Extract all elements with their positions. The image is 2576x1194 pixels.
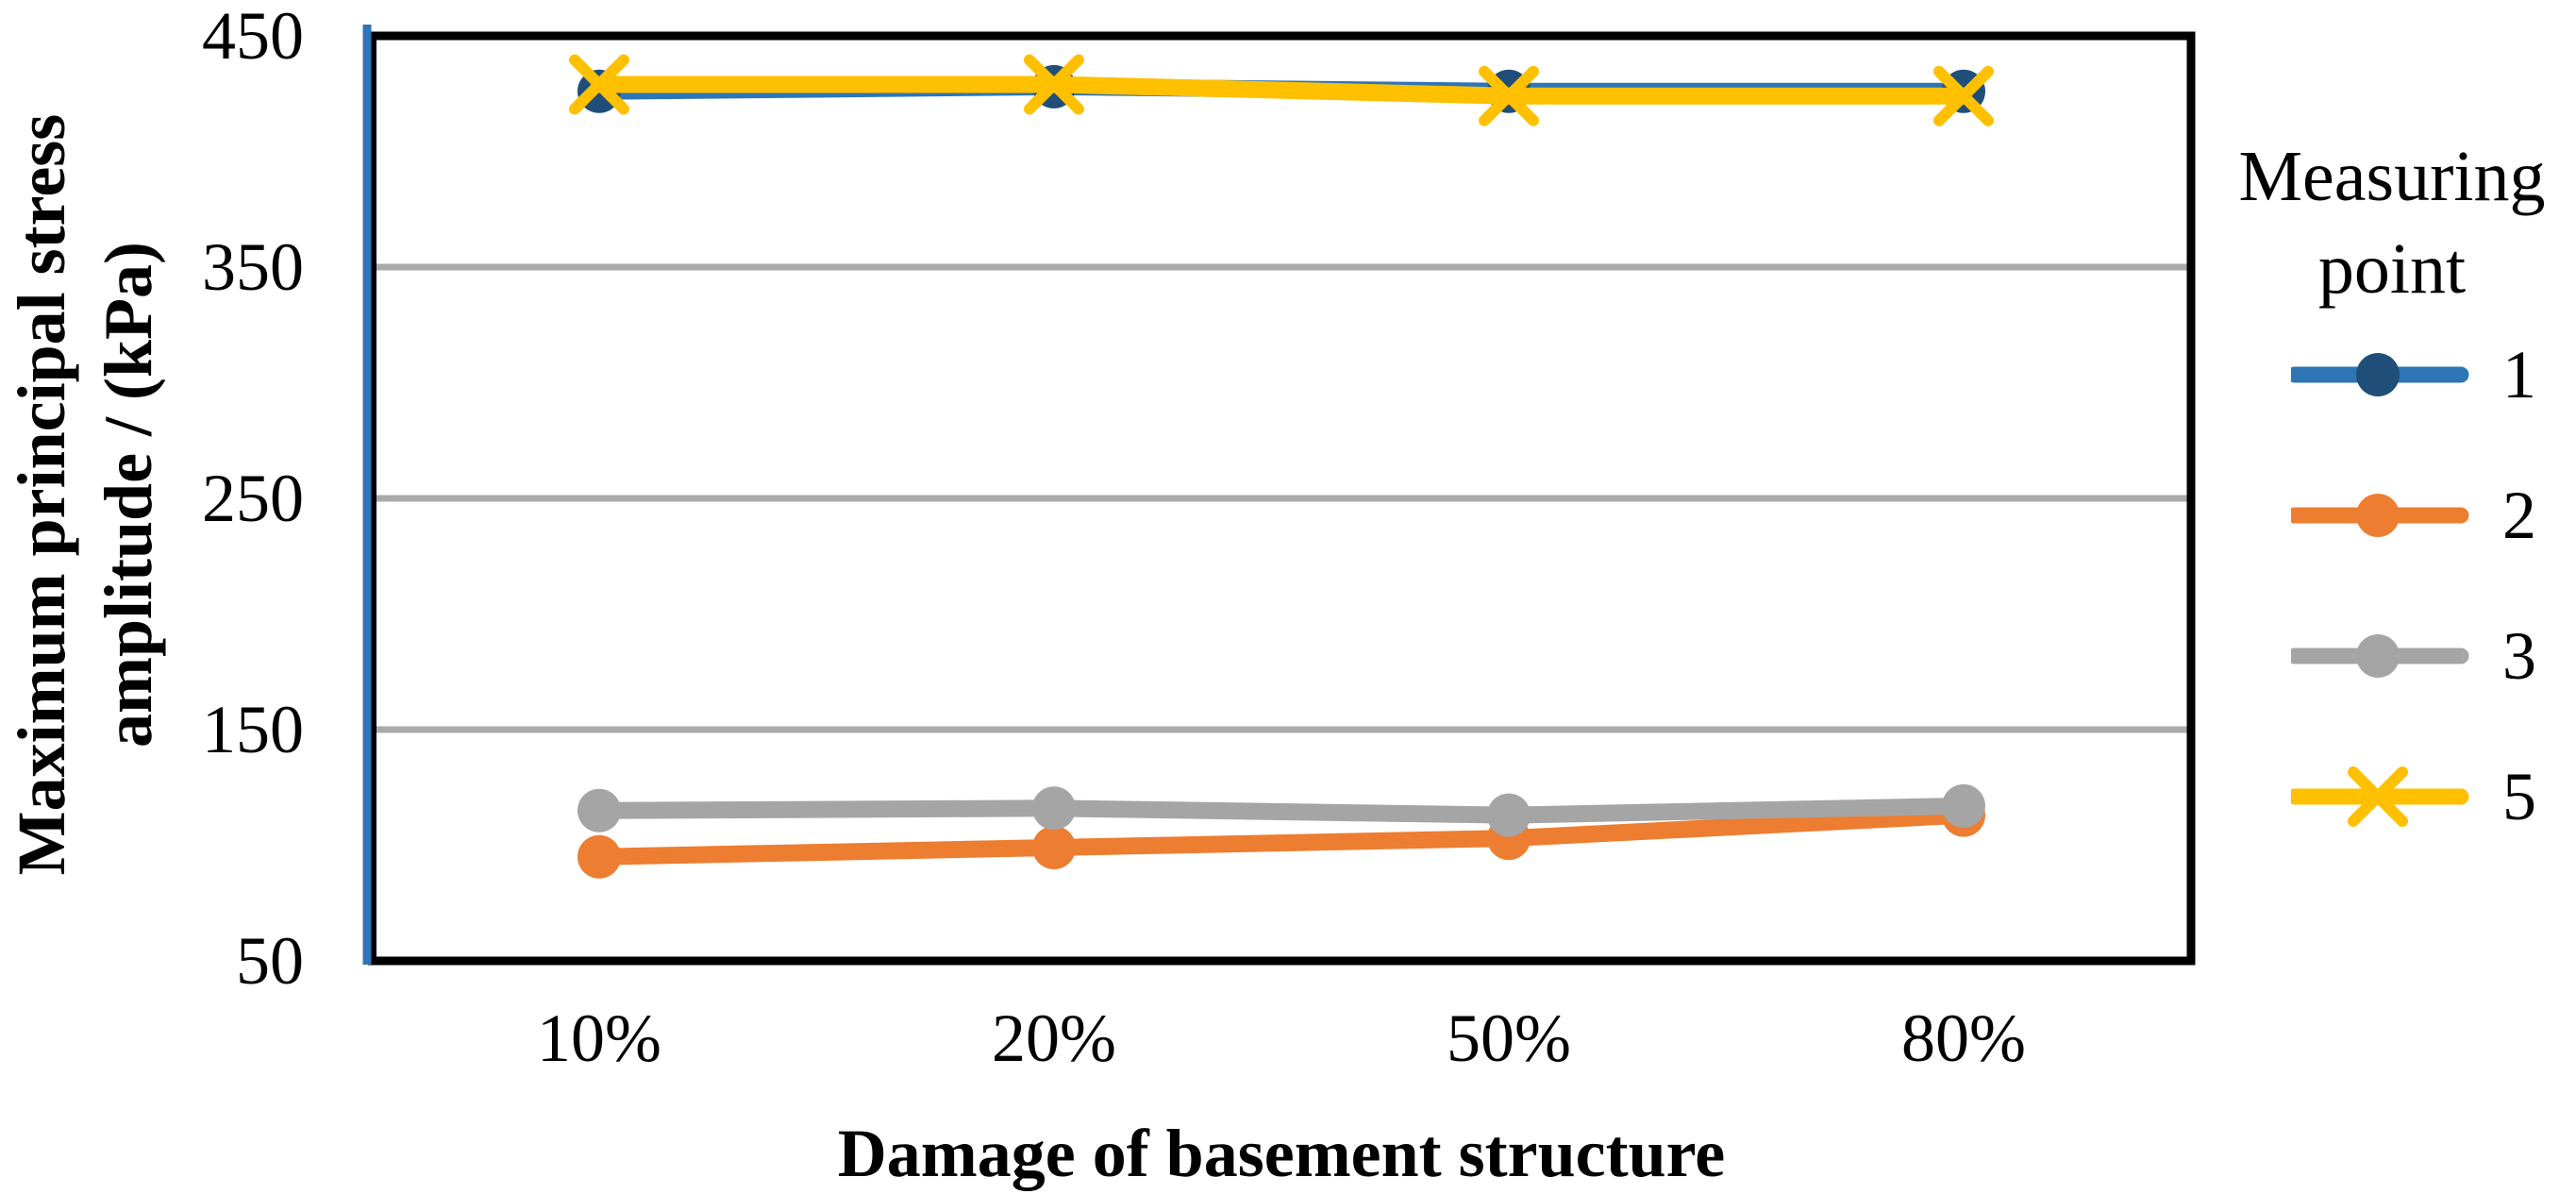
y-axis-tick-label: 250	[202, 461, 304, 536]
legend-item: 3	[2291, 585, 2536, 726]
legend-title-line2: point	[2317, 229, 2467, 309]
legend-swatch-marker	[2356, 352, 2400, 396]
legend-item-label: 1	[2502, 336, 2536, 412]
legend-items: 1 2 3 5	[2291, 304, 2536, 866]
series-line-2	[591, 806, 1972, 866]
data-point-5	[1024, 54, 1084, 115]
data-point-3	[1032, 786, 1076, 831]
legend: Measuring point	[2208, 130, 2576, 315]
legend-title-line1: Measuring	[2238, 137, 2546, 216]
legend-item: 1	[2291, 304, 2536, 445]
legend-item: 2	[2291, 445, 2536, 585]
data-point-2	[577, 834, 621, 879]
series-3	[577, 783, 1985, 837]
legend-swatch	[2291, 352, 2469, 396]
legend-item-label: 3	[2502, 617, 2536, 694]
legend-item: 5	[2291, 726, 2536, 866]
y-axis-title-line1: Maximum principal stress	[4, 113, 79, 876]
data-point-5	[1933, 65, 1994, 126]
x-axis-title: Damage of basement structure	[837, 1116, 1726, 1191]
data-point-5	[569, 54, 629, 115]
data-point-2	[1032, 825, 1076, 869]
y-axis-tick-label: 350	[202, 229, 304, 305]
x-axis-tick-label: 10%	[537, 1001, 661, 1076]
plot-border	[368, 31, 2196, 966]
legend-swatch	[2291, 633, 2469, 678]
y-axis-tick-label: 50	[236, 923, 304, 999]
y-axis-title-line2: amplitude / (kPa)	[91, 241, 166, 748]
data-point-3	[1942, 783, 1985, 828]
y-axis-title: Maximum principal stress amplitude / (kPa…	[0, 23, 172, 967]
legend-swatch-marker	[2356, 633, 2400, 678]
legend-swatch-marker	[2356, 493, 2400, 537]
legend-swatch	[2291, 765, 2469, 827]
x-axis-tick-label: 50%	[1447, 1001, 1571, 1076]
x-axis-tick-label: 20%	[992, 1001, 1116, 1076]
y-axis-tick-label: 150	[202, 692, 304, 767]
legend-title: Measuring point	[2208, 130, 2576, 315]
series-line-5	[591, 76, 1972, 105]
legend-swatch	[2291, 493, 2469, 537]
data-point-5	[1479, 65, 1539, 126]
legend-swatch-marker	[2348, 765, 2408, 827]
data-point-3	[577, 788, 621, 832]
series-5	[569, 54, 1994, 126]
y-axis-tick-label: 450	[202, 0, 304, 74]
x-axis-tick-label: 80%	[1901, 1001, 2026, 1076]
series-line-3	[591, 797, 1972, 824]
data-point-3	[1487, 793, 1531, 837]
legend-item-label: 2	[2502, 477, 2536, 553]
legend-item-label: 5	[2502, 758, 2536, 834]
